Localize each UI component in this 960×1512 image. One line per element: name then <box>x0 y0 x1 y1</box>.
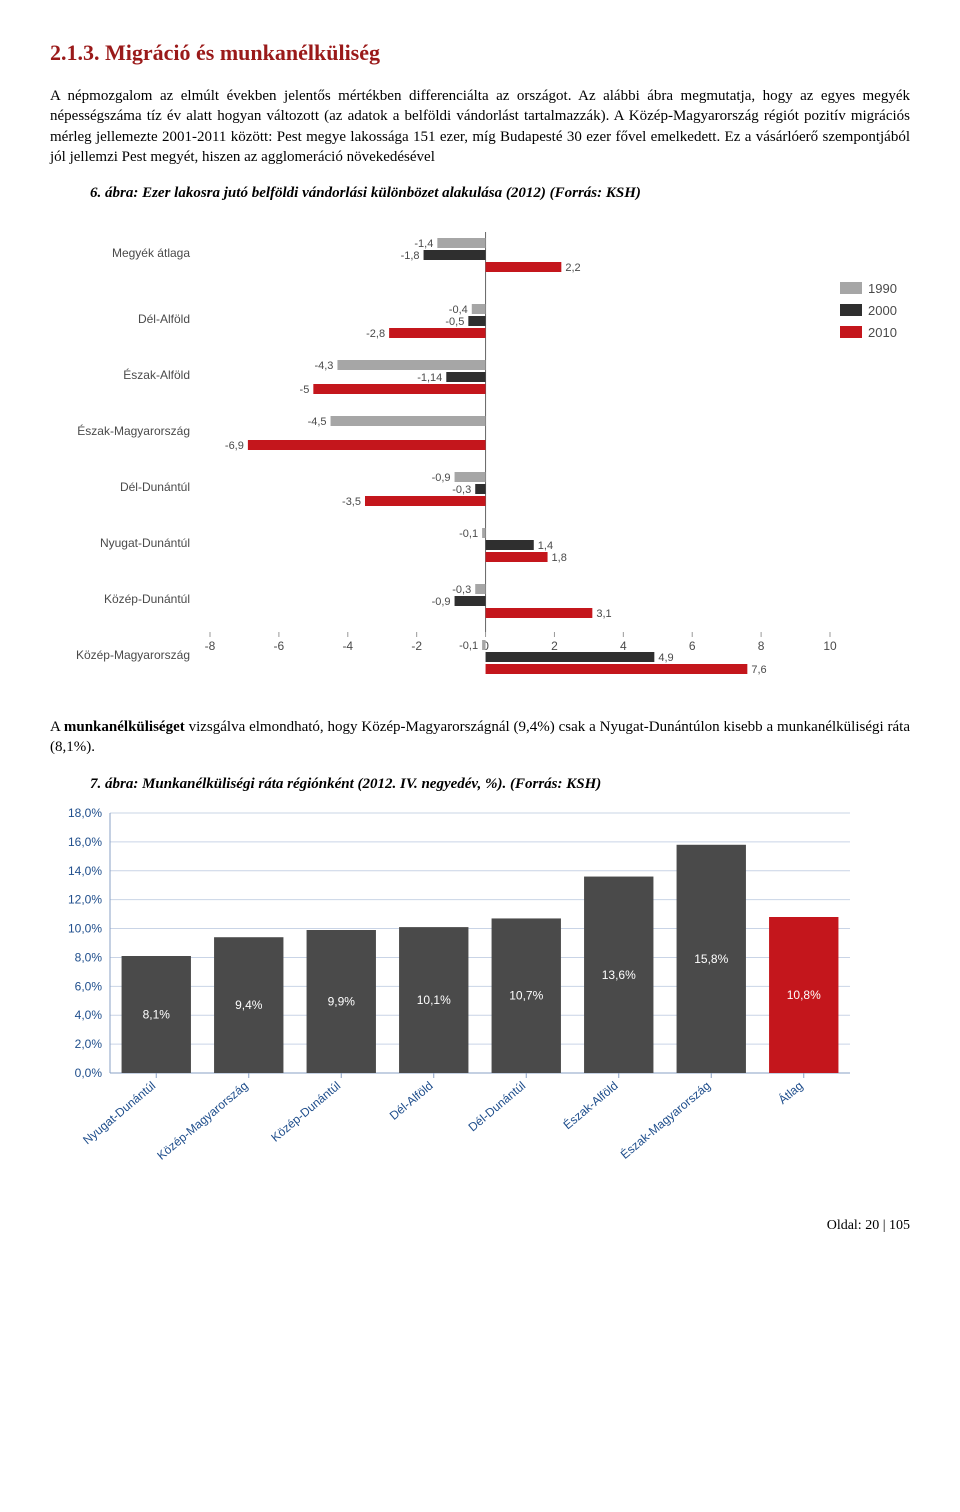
svg-text:-0,1: -0,1 <box>459 528 478 540</box>
svg-text:8,0%: 8,0% <box>75 950 103 964</box>
svg-text:15,8%: 15,8% <box>694 951 728 965</box>
svg-text:Megyék átlaga: Megyék átlaga <box>112 246 190 260</box>
svg-text:14,0%: 14,0% <box>68 863 102 877</box>
svg-text:6: 6 <box>689 639 696 653</box>
svg-text:-0,3: -0,3 <box>452 484 471 496</box>
svg-text:6,0%: 6,0% <box>75 979 103 993</box>
chart-1-migration: -8-6-4-20246810Megyék átlaga-1,4-1,82,2D… <box>50 212 910 697</box>
svg-text:9,9%: 9,9% <box>328 994 356 1008</box>
para2-pre: A <box>50 719 64 735</box>
svg-text:10,1%: 10,1% <box>417 993 451 1007</box>
svg-text:1,4: 1,4 <box>538 540 553 552</box>
svg-text:-0,9: -0,9 <box>432 472 451 484</box>
svg-text:Dél-Alföld: Dél-Alföld <box>387 1078 436 1122</box>
svg-text:Nyugat-Dunántúl: Nyugat-Dunántúl <box>80 1078 158 1147</box>
svg-text:-2: -2 <box>411 639 422 653</box>
svg-text:10,8%: 10,8% <box>787 988 821 1002</box>
svg-text:1,8: 1,8 <box>552 552 567 564</box>
svg-text:2: 2 <box>551 639 558 653</box>
svg-text:8,1%: 8,1% <box>143 1007 171 1021</box>
svg-text:Közép-Dunántúl: Közép-Dunántúl <box>104 592 190 606</box>
svg-text:18,0%: 18,0% <box>68 806 102 820</box>
svg-text:Észak-Magyarország: Észak-Magyarország <box>617 1077 713 1161</box>
svg-text:-2,8: -2,8 <box>366 328 385 340</box>
svg-text:13,6%: 13,6% <box>602 967 636 981</box>
svg-text:0,0%: 0,0% <box>75 1066 103 1080</box>
svg-text:16,0%: 16,0% <box>68 834 102 848</box>
svg-text:Közép-Magyarország: Közép-Magyarország <box>154 1078 250 1162</box>
svg-text:Észak-Alföld: Észak-Alföld <box>560 1077 621 1131</box>
svg-text:-0,5: -0,5 <box>445 316 464 328</box>
svg-text:2,0%: 2,0% <box>75 1037 103 1051</box>
svg-text:4,9: 4,9 <box>658 652 673 664</box>
svg-text:-1,4: -1,4 <box>414 238 433 250</box>
svg-text:10,7%: 10,7% <box>509 988 543 1002</box>
svg-text:-8: -8 <box>205 639 216 653</box>
svg-text:4: 4 <box>620 639 627 653</box>
svg-text:-0,9: -0,9 <box>432 596 451 608</box>
paragraph-2: A munkanélküliséget vizsgálva elmondható… <box>50 717 910 758</box>
svg-text:-6: -6 <box>274 639 285 653</box>
figure-7-caption: 7. ábra: Munkanélküliségi ráta régiónkén… <box>90 776 910 793</box>
svg-text:-6,9: -6,9 <box>225 440 244 452</box>
svg-text:Átlag: Átlag <box>775 1077 806 1106</box>
figure-6-caption: 6. ábra: Ezer lakosra jutó belföldi vánd… <box>90 185 910 202</box>
svg-text:2000: 2000 <box>868 303 897 318</box>
svg-text:Dél-Dunántúl: Dél-Dunántúl <box>466 1078 529 1134</box>
paragraph-1: A népmozgalom az elmúlt években jelentős… <box>50 86 910 167</box>
page-footer: Oldal: 20 | 105 <box>50 1218 910 1234</box>
svg-text:3,1: 3,1 <box>596 608 611 620</box>
svg-text:-4: -4 <box>342 639 353 653</box>
svg-text:12,0%: 12,0% <box>68 892 102 906</box>
svg-text:-1,14: -1,14 <box>417 372 442 384</box>
svg-text:2010: 2010 <box>868 325 897 340</box>
svg-text:-4,5: -4,5 <box>308 416 327 428</box>
svg-text:4,0%: 4,0% <box>75 1008 103 1022</box>
svg-text:-0,3: -0,3 <box>452 584 471 596</box>
svg-text:10: 10 <box>823 639 837 653</box>
svg-text:Dél-Dunántúl: Dél-Dunántúl <box>120 480 190 494</box>
svg-text:Közép-Magyarország: Közép-Magyarország <box>76 648 190 662</box>
svg-text:10,0%: 10,0% <box>68 921 102 935</box>
svg-text:8: 8 <box>758 639 765 653</box>
svg-text:-1,8: -1,8 <box>401 250 420 262</box>
svg-text:7,6: 7,6 <box>751 664 766 676</box>
chart-2-unemployment: 0,0% 2,0% 4,0% 6,0% 8,0% 10,0% 12,0% 14,0% 16,0%… <box>50 803 910 1198</box>
svg-text:-0,4: -0,4 <box>449 304 468 316</box>
svg-text:-5: -5 <box>300 384 310 396</box>
svg-text:Közép-Dunántúl: Közép-Dunántúl <box>268 1078 343 1144</box>
svg-text:9,4%: 9,4% <box>235 998 263 1012</box>
svg-text:-4,3: -4,3 <box>314 360 333 372</box>
svg-text:-3,5: -3,5 <box>342 496 361 508</box>
svg-text:Nyugat-Dunántúl: Nyugat-Dunántúl <box>100 536 190 550</box>
para2-bold: munkanélküliséget <box>64 719 185 735</box>
svg-text:-0,1: -0,1 <box>459 640 478 652</box>
svg-text:Észak-Magyarország: Észak-Magyarország <box>77 423 190 438</box>
svg-text:Dél-Alföld: Dél-Alföld <box>138 312 190 326</box>
svg-text:Észak-Alföld: Észak-Alföld <box>123 367 190 382</box>
section-heading: 2.1.3. Migráció és munkanélküliség <box>50 40 910 66</box>
svg-text:2,2: 2,2 <box>565 262 580 274</box>
svg-text:1990: 1990 <box>868 281 897 296</box>
